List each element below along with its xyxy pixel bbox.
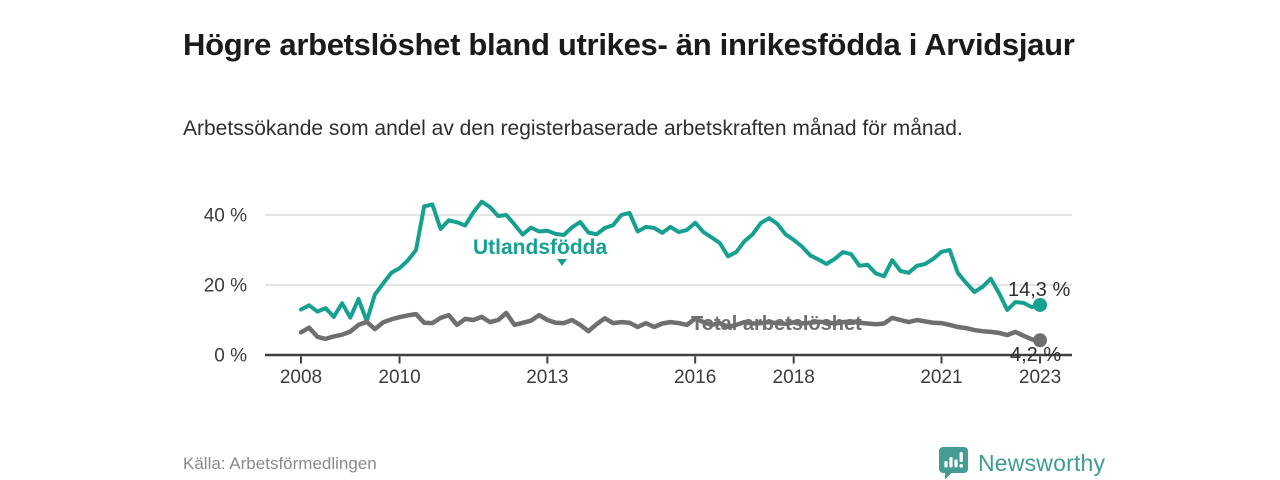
end-dot-utlandsfodda <box>1033 297 1048 312</box>
series-line-total <box>298 310 1043 343</box>
x-axis-labels: 2008 2010 2013 2016 2018 2021 2023 <box>280 367 1061 388</box>
series-label-utlandsfodda: Utlandsfödda <box>473 236 608 259</box>
newsworthy-logo: Newsworthy <box>938 446 1105 480</box>
x-axis-tick-label: 2016 <box>674 367 716 388</box>
end-value-utlandsfodda: 14,3 % <box>1008 279 1071 301</box>
chart-subtitle: Arbetssökande som andel av den registerb… <box>183 117 963 140</box>
series-end-dots <box>1033 297 1048 348</box>
series-lines <box>298 199 1043 343</box>
source-credit: Källa: Arbetsförmedlingen <box>183 454 377 473</box>
end-dot-total <box>1033 333 1048 348</box>
brand-name: Newsworthy <box>978 449 1106 476</box>
end-value-total: 4,2 % <box>1010 344 1062 366</box>
x-axis-tick-label: 2021 <box>920 367 962 388</box>
bar-chart-glyph <box>944 452 963 468</box>
x-axis-tick-label: 2010 <box>378 367 420 388</box>
series-line-utlandsfodda <box>299 199 1043 324</box>
y-axis-tick-label: 0 % <box>214 346 247 367</box>
y-axis-tick-label: 20 % <box>204 276 247 297</box>
label-pointer-down-icon <box>557 259 567 266</box>
y-axis-labels: 0 % 20 % 40 % <box>204 206 247 367</box>
gridlines <box>265 214 1072 357</box>
x-axis-tick-label: 2018 <box>773 367 815 388</box>
x-axis <box>300 356 1042 364</box>
x-axis-tick-label: 2008 <box>280 367 322 388</box>
x-axis-tick-label: 2023 <box>1019 367 1061 388</box>
page-title: Högre arbetslöshet bland utrikes- än inr… <box>183 26 1075 62</box>
y-axis-tick-label: 40 % <box>204 206 247 227</box>
newsworthy-bubble-icon <box>939 447 968 480</box>
x-axis-tick-label: 2013 <box>526 367 568 388</box>
series-label-total-arbetsloshet: Total arbetslöshet <box>691 313 862 335</box>
